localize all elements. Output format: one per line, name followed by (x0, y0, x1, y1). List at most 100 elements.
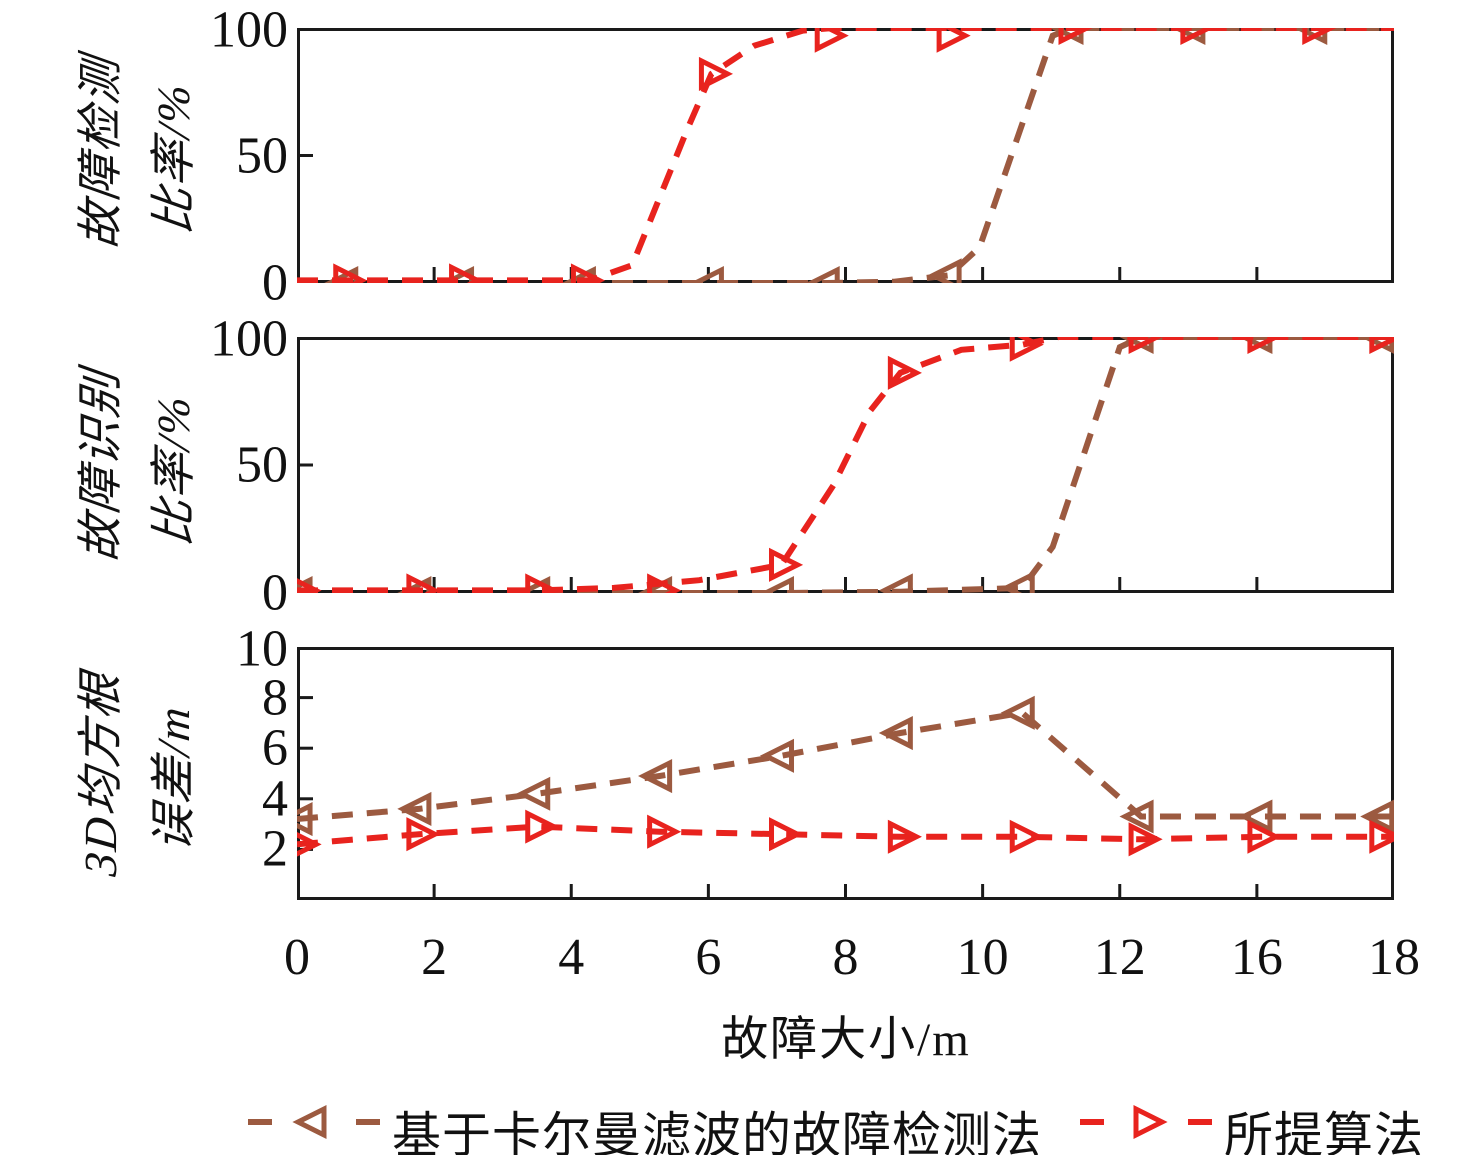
y-tick-label: 10 (236, 620, 288, 678)
marker-left-triangle (297, 575, 313, 593)
y-tick-label: 100 (210, 1, 288, 59)
subplot-fault-detection-rate (297, 28, 1394, 283)
x-tick-label: 0 (284, 929, 310, 986)
marker-left-triangle (324, 265, 359, 283)
marker-left-triangle (439, 265, 475, 283)
marker-right-triangle (1128, 822, 1163, 857)
marker-left-triangle (397, 575, 432, 593)
marker-left-triangle (1049, 28, 1084, 46)
marker-right-triangle (449, 263, 484, 283)
series-line-proposed (297, 823, 1394, 848)
marker-left-triangle (689, 265, 724, 283)
y-tick-label: 0 (262, 564, 288, 622)
marker-left-triangle (1360, 799, 1394, 834)
marker-left-triangle (1119, 799, 1154, 834)
marker-right-triangle (769, 817, 804, 852)
marker-left-triangle (516, 776, 551, 811)
y-label-identification-line1: 故障识别 (75, 366, 126, 565)
y-tick-label: 4 (262, 770, 288, 828)
fault-identification-chart (297, 337, 1394, 593)
y-label-detection-line1: 故障检测 (75, 53, 126, 252)
plot-frame (297, 647, 1394, 900)
marker-left-triangle (1171, 28, 1206, 46)
marker-right-triangle (1009, 337, 1044, 362)
y-tick-label: 8 (262, 669, 288, 727)
fault-detection-chart (297, 28, 1394, 283)
marker-right-triangle (297, 832, 322, 857)
series-line-kalman (297, 28, 1394, 283)
marker-left-triangle (1000, 570, 1035, 593)
marker-right-triangle (525, 809, 560, 844)
marker-left-triangle (397, 791, 432, 826)
marker-right-triangle (333, 263, 368, 283)
marker-right-triangle (1009, 819, 1044, 854)
plot-frame (297, 28, 1394, 283)
marker-left-triangle (1119, 337, 1154, 355)
y-tick-label: 2 (262, 820, 288, 878)
marker-right-triangle (647, 814, 682, 849)
marker-left-triangle (561, 265, 596, 283)
legend-right-triangle (1133, 1104, 1168, 1140)
y-tick-label: 50 (236, 127, 288, 184)
y-label-identification-line2: 比率/% (148, 392, 199, 549)
marker-left-triangle (878, 573, 913, 593)
y-label-rmse-line2: 误差/m (148, 702, 199, 855)
marker-left-triangle (927, 258, 962, 283)
marker-right-triangle (1247, 819, 1282, 854)
x-tick-label: 4 (558, 929, 585, 986)
marker-left-triangle (516, 575, 551, 593)
y-tick-label: 50 (236, 436, 288, 494)
x-axis-title: 故障大小/m (721, 1014, 971, 1066)
marker-right-triangle (406, 817, 441, 852)
marker-right-triangle (769, 547, 804, 582)
marker-left-triangle (759, 738, 795, 773)
marker-right-triangle (1369, 337, 1394, 355)
y-label-rmse-line1: 3D均方根 (75, 668, 126, 879)
marker-left-triangle (1238, 799, 1273, 834)
marker-left-triangle (1360, 337, 1394, 354)
x-tick-label: 12 (1093, 929, 1146, 986)
legend-label-kalman: 基于卡尔曼滤波的故障检测法 (392, 1108, 1043, 1155)
series-line-kalman (297, 709, 1394, 822)
x-tick-label: 10 (956, 929, 1009, 986)
y-label-detection-line2: 比率/% (148, 80, 199, 237)
marker-right-triangle (647, 573, 682, 593)
marker-right-triangle (1180, 28, 1215, 46)
legend-sample-kalman-icon (248, 1104, 380, 1140)
marker-left-triangle (805, 265, 840, 283)
legend-left-triangle (292, 1104, 327, 1140)
y-tick-label: 0 (262, 254, 288, 312)
marker-right-triangle (297, 578, 322, 593)
legend-sample-proposed-icon (1080, 1104, 1212, 1140)
marker-right-triangle (1128, 337, 1163, 355)
marker-left-triangle (759, 575, 795, 593)
marker-right-triangle (525, 573, 560, 593)
x-tick-label: 2 (421, 929, 448, 986)
rmse-chart (297, 647, 1394, 900)
marker-right-triangle (887, 355, 922, 390)
marker-right-triangle (1302, 28, 1337, 46)
y-tick-label: 6 (262, 719, 288, 777)
marker-right-triangle (814, 28, 849, 53)
marker-left-triangle (1293, 28, 1328, 46)
marker-left-triangle (878, 715, 913, 751)
subplot-3d-rmse (297, 647, 1394, 900)
marker-right-triangle (570, 263, 606, 283)
marker-right-triangle (698, 56, 734, 91)
plot-frame (297, 337, 1394, 593)
x-tick-label: 16 (1230, 929, 1283, 986)
marker-right-triangle (1058, 28, 1093, 46)
series-line-proposed (297, 28, 1394, 283)
subplot-fault-identification-rate (297, 337, 1394, 593)
x-tick-label: 8 (832, 929, 859, 986)
marker-left-triangle (1000, 695, 1035, 730)
x-tick-label: 18 (1368, 929, 1420, 986)
series-line-proposed (297, 337, 1394, 593)
marker-right-triangle (1369, 819, 1394, 854)
marker-left-triangle (638, 758, 673, 794)
marker-left-triangle (1238, 337, 1273, 355)
marker-right-triangle (936, 28, 971, 53)
x-tick-label: 6 (695, 929, 722, 986)
legend-label-proposed: 所提算法 (1224, 1108, 1425, 1155)
